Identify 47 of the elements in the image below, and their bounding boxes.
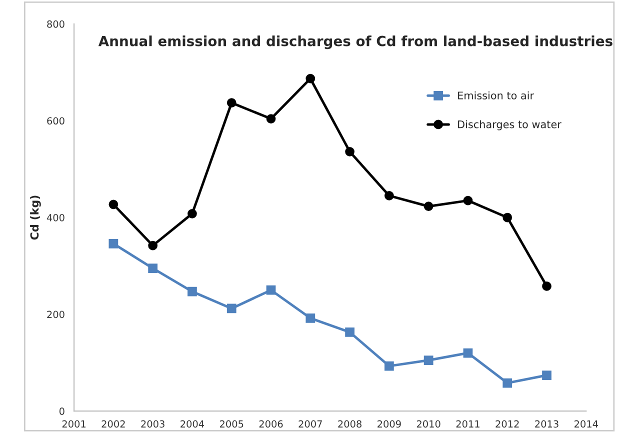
point — [108, 238, 118, 248]
point — [345, 328, 354, 337]
point — [502, 378, 512, 388]
point — [108, 200, 118, 210]
x-tick-label: 2012 — [496, 420, 519, 428]
x-tick-label: 2004 — [180, 420, 204, 428]
x-tick-label: 2008 — [338, 420, 362, 428]
y-tick-label: 400 — [46, 214, 64, 222]
legend-label: Discharges to water — [458, 120, 562, 130]
point — [226, 98, 236, 108]
point — [463, 196, 473, 206]
point — [306, 313, 316, 323]
point — [306, 74, 316, 84]
point — [424, 202, 434, 212]
point — [266, 285, 276, 295]
point — [424, 356, 434, 365]
point — [384, 191, 394, 200]
point — [542, 370, 552, 380]
y-axis-title: Cd (kg) — [30, 196, 41, 240]
point — [384, 361, 394, 371]
y-tick-label: 200 — [47, 310, 64, 318]
x-tick-label: 2013 — [535, 420, 558, 428]
x-tick-label: 2006 — [259, 420, 283, 428]
x-tick-label: 2011 — [456, 420, 480, 428]
point — [188, 286, 197, 296]
x-tick-label: 2001 — [62, 420, 86, 428]
x-tick-label: 2005 — [220, 420, 244, 428]
text: Annual emission and discharges of Cd from land-based industries — [98, 36, 612, 50]
y-tick-label: 0 — [59, 408, 64, 415]
point — [148, 264, 158, 273]
point — [502, 212, 512, 222]
x-tick-label: 2009 — [378, 420, 401, 428]
x-tick-label: 2014 — [574, 420, 598, 428]
y-tick-label: 800 — [47, 20, 64, 28]
point — [463, 348, 473, 358]
x-tick-label: 2003 — [141, 420, 164, 428]
point — [266, 114, 276, 124]
x-tick-label: 2002 — [102, 420, 125, 428]
point — [148, 240, 158, 250]
point — [542, 282, 552, 291]
x-tick-label: 2010 — [416, 420, 440, 428]
legend-label: Emission to air — [458, 91, 534, 100]
point — [188, 208, 197, 218]
point — [226, 304, 236, 314]
y-tick-label: 600 — [47, 117, 64, 125]
point — [345, 147, 354, 156]
x-tick-label: 2007 — [298, 420, 322, 428]
